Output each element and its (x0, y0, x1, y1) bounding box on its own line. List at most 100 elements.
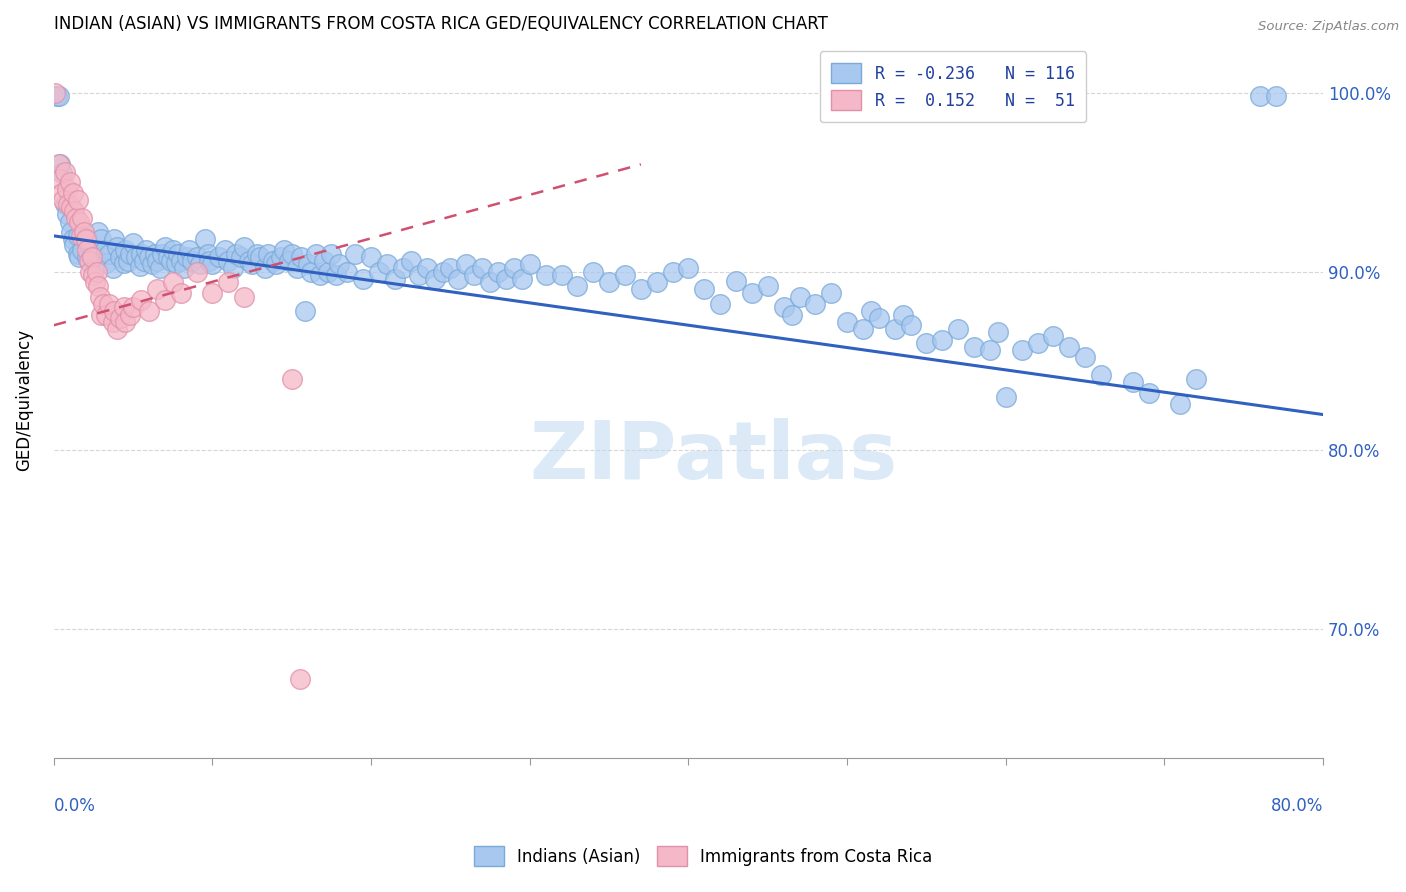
Point (630, 283, 652, 297)
Point (180, 253, 202, 268)
Point (217, 276, 239, 290)
Point (83, 243, 105, 257)
Point (128, 259, 150, 273)
Point (46, 89, 69, 103)
Point (479, 276, 502, 290)
Point (264, 257, 287, 271)
Point (84, 250, 107, 264)
Point (48, 157, 70, 171)
Point (1170, 397, 1192, 411)
Point (290, 250, 312, 264)
Point (157, 250, 180, 264)
Point (1074, 351, 1097, 365)
Point (325, 268, 347, 283)
Point (122, 301, 145, 315)
Point (257, 246, 280, 260)
Point (125, 250, 148, 264)
Point (117, 253, 139, 268)
Point (344, 246, 367, 260)
Point (72, 211, 94, 225)
Point (360, 250, 382, 264)
Point (233, 290, 256, 304)
Point (98, 297, 121, 311)
Point (63, 203, 86, 218)
Point (868, 311, 890, 326)
Point (59, 175, 82, 189)
Point (79, 255, 101, 269)
Point (1264, 89, 1286, 103)
Point (188, 257, 211, 271)
Point (352, 272, 374, 286)
Point (262, 253, 284, 268)
Point (270, 250, 292, 264)
Point (229, 250, 252, 264)
Point (312, 253, 335, 268)
Point (84, 276, 107, 290)
Point (114, 315, 136, 329)
Point (495, 272, 517, 286)
Point (309, 268, 332, 283)
Point (83, 268, 105, 283)
Point (141, 257, 163, 271)
Point (297, 257, 319, 271)
Point (780, 308, 803, 322)
Point (1011, 343, 1033, 358)
Point (55, 207, 77, 221)
Point (214, 243, 236, 257)
Point (186, 265, 208, 279)
Point (51, 186, 73, 200)
Point (67, 250, 90, 264)
Point (146, 283, 169, 297)
Point (225, 246, 247, 260)
Point (963, 340, 986, 354)
Point (233, 239, 256, 253)
Point (72, 243, 94, 257)
Point (134, 253, 156, 268)
Point (253, 260, 276, 275)
Point (176, 250, 198, 264)
Point (217, 253, 239, 268)
Point (384, 272, 406, 286)
Point (987, 326, 1010, 340)
Point (96, 308, 118, 322)
Point (447, 272, 470, 286)
Point (789, 290, 811, 304)
Point (173, 260, 195, 275)
Point (336, 265, 359, 279)
Point (201, 257, 224, 271)
Point (432, 265, 454, 279)
Point (222, 260, 245, 275)
Point (118, 308, 141, 322)
Point (979, 343, 1001, 358)
Point (122, 235, 145, 250)
Point (399, 253, 422, 268)
Point (90, 232, 112, 246)
Point (678, 260, 700, 275)
Point (160, 253, 183, 268)
Point (208, 250, 231, 264)
Point (299, 265, 322, 279)
Point (281, 372, 304, 386)
Point (49, 157, 72, 171)
Point (114, 243, 136, 257)
Point (186, 250, 208, 264)
Point (162, 243, 184, 257)
Legend: R = -0.236   N = 116, R =  0.152   N =  51: R = -0.236 N = 116, R = 0.152 N = 51 (820, 51, 1087, 122)
Point (118, 246, 141, 260)
Point (281, 246, 304, 260)
Point (146, 253, 169, 268)
Point (193, 232, 215, 246)
Point (105, 239, 128, 253)
Legend: Indians (Asian), Immigrants from Costa Rica: Indians (Asian), Immigrants from Costa R… (465, 838, 941, 875)
Point (415, 260, 437, 275)
Point (198, 253, 221, 268)
Point (246, 246, 269, 260)
Point (77, 253, 100, 268)
Point (66, 228, 89, 243)
Point (51, 166, 73, 180)
Point (87, 279, 110, 293)
Point (55, 182, 77, 196)
Point (804, 297, 827, 311)
Point (197, 246, 219, 260)
Point (138, 250, 160, 264)
